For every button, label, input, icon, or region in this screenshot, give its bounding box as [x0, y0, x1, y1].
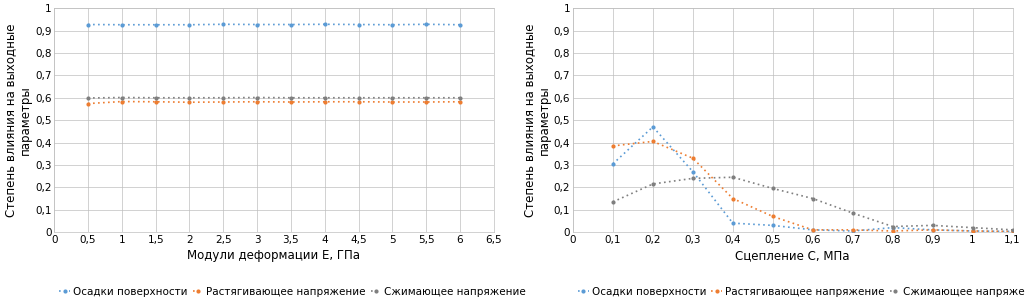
Legend: Осадки поверхности, Растягивающее напряжение, Сжимающее напряжение: Осадки поверхности, Растягивающее напряж… — [59, 287, 526, 297]
X-axis label: Сцепление С, МПа: Сцепление С, МПа — [736, 249, 850, 262]
Y-axis label: Степень влияния на выходные
параметры: Степень влияния на выходные параметры — [523, 23, 550, 217]
Y-axis label: Степень влияния на выходные
параметры: Степень влияния на выходные параметры — [4, 23, 32, 217]
Legend: Осадки поверхности, Растягивающее напряжение, Сжимающее напряжение: Осадки поверхности, Растягивающее напряж… — [578, 287, 1025, 297]
X-axis label: Модули деформации Е, ГПа: Модули деформации Е, ГПа — [188, 249, 361, 262]
